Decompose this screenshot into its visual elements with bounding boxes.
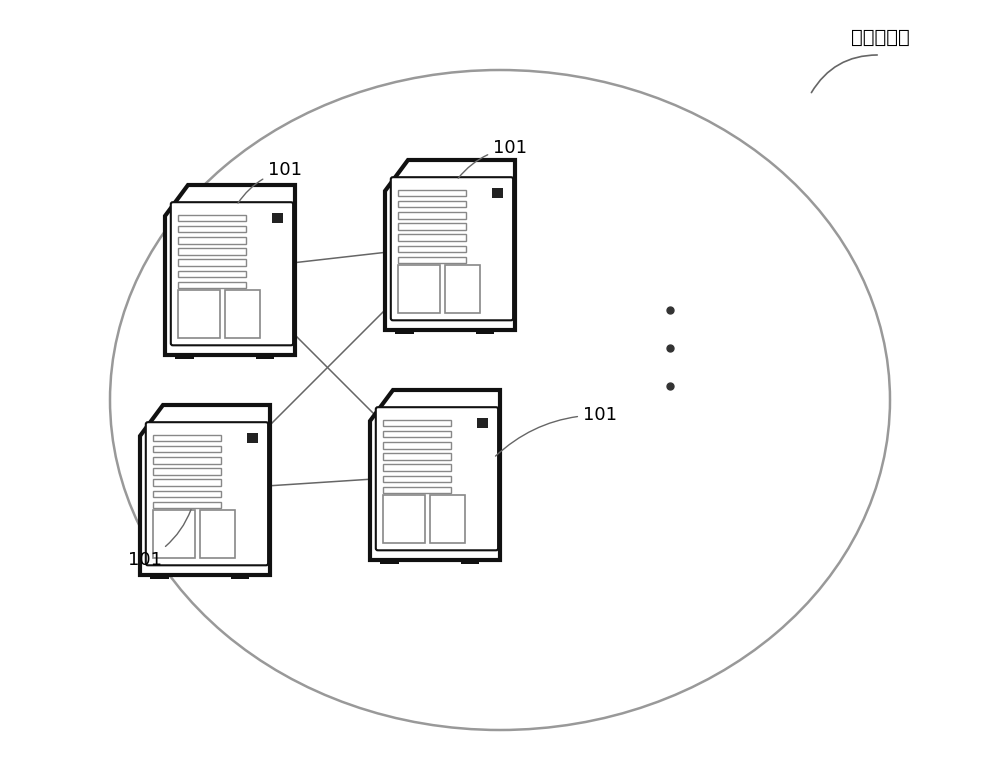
Bar xyxy=(398,190,466,196)
Bar xyxy=(153,502,221,508)
Bar xyxy=(150,575,169,579)
Bar xyxy=(178,270,246,277)
Polygon shape xyxy=(385,160,515,330)
Bar xyxy=(430,496,465,543)
Polygon shape xyxy=(165,185,295,355)
Text: 101: 101 xyxy=(238,161,302,203)
FancyBboxPatch shape xyxy=(376,408,498,550)
FancyBboxPatch shape xyxy=(391,177,513,320)
Bar xyxy=(398,224,466,230)
Bar xyxy=(383,476,451,482)
Bar xyxy=(178,282,246,288)
Bar xyxy=(398,246,466,251)
Bar xyxy=(383,496,425,543)
Bar xyxy=(395,330,414,334)
Polygon shape xyxy=(370,390,500,560)
Bar xyxy=(380,560,399,565)
Bar xyxy=(178,248,246,254)
Text: 101: 101 xyxy=(458,139,527,178)
Bar xyxy=(383,486,451,493)
Bar xyxy=(178,215,246,221)
Bar xyxy=(398,257,466,263)
Bar xyxy=(153,510,195,558)
Bar xyxy=(256,355,274,359)
Bar xyxy=(398,266,440,313)
Bar xyxy=(153,480,221,486)
FancyBboxPatch shape xyxy=(146,422,268,565)
Bar xyxy=(492,188,503,198)
Bar xyxy=(383,421,451,427)
Bar xyxy=(178,237,246,244)
Bar xyxy=(398,212,466,218)
Bar xyxy=(461,560,479,565)
Bar xyxy=(383,453,451,460)
Bar xyxy=(272,212,283,223)
Text: 101: 101 xyxy=(496,406,617,456)
Bar xyxy=(178,260,246,266)
Bar xyxy=(153,457,221,463)
Bar xyxy=(383,464,451,470)
Bar xyxy=(225,290,260,338)
Bar xyxy=(445,266,480,313)
Bar xyxy=(200,510,235,558)
Bar xyxy=(153,435,221,441)
Bar xyxy=(153,447,221,453)
Bar xyxy=(477,417,488,428)
Bar xyxy=(231,575,249,579)
Text: 101: 101 xyxy=(128,509,191,569)
Bar xyxy=(178,290,220,338)
Bar xyxy=(383,443,451,449)
Polygon shape xyxy=(140,405,270,575)
Bar xyxy=(175,355,194,359)
FancyBboxPatch shape xyxy=(171,202,293,345)
Bar xyxy=(476,330,494,334)
Bar xyxy=(153,490,221,496)
Bar xyxy=(178,227,246,233)
Bar xyxy=(398,201,466,208)
Bar xyxy=(383,431,451,437)
Text: 联盟链系统: 联盟链系统 xyxy=(851,28,909,47)
Bar xyxy=(153,469,221,475)
Bar xyxy=(247,433,258,443)
Bar xyxy=(398,234,466,241)
